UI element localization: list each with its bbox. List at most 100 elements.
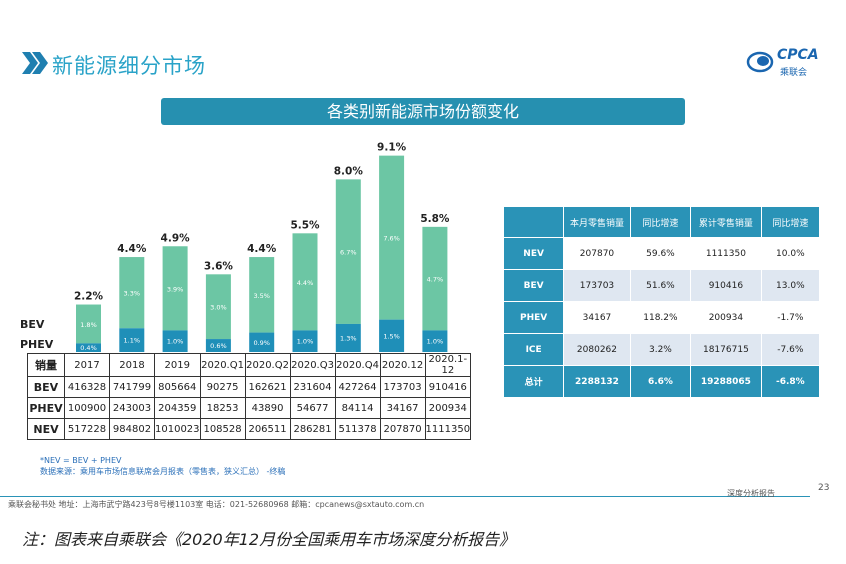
logo-subtext: 乘联会: [780, 68, 808, 78]
summary-header-cell: 本月零售销量: [564, 207, 630, 237]
category-label: 2020.Q2: [244, 353, 291, 377]
table-header-row: 销量 2017 2018 2019 2020.Q1 2020.Q2 2020.Q3 2020.…: [27, 353, 472, 377]
category-label: 2019: [154, 353, 201, 377]
summary-cell: 118.2%: [630, 302, 691, 333]
summary-total-cell: 6.6%: [630, 366, 691, 397]
cpca-logo-icon: [746, 51, 774, 73]
bar-phev-5: [292, 330, 318, 352]
row-label: PHEV: [27, 397, 65, 419]
table-cell: 741799: [109, 376, 155, 398]
table-cell: 54677: [289, 397, 336, 419]
footer-report-label: 深度分析报告: [727, 489, 775, 498]
bar-bev-label-2: 3.9%: [167, 285, 184, 293]
bar-bev-1: [119, 257, 145, 329]
table-cell: 100900: [64, 397, 110, 419]
table-cell: 206511: [244, 418, 291, 440]
table-cell: 805664: [154, 376, 201, 398]
bar-total-label-0: 2.2%: [74, 291, 104, 303]
chart-notes: *NEV = BEV + PHEV 数据来源：乘用车市场信息联席会月报表（零售表…: [40, 455, 285, 477]
bar-bev-2: [162, 246, 188, 331]
legend-phev-label: PHEV: [20, 338, 54, 351]
bar-phev-label-1: 1.1%: [124, 337, 141, 345]
table-cell: 34167: [379, 397, 426, 419]
table-cell: 427264: [334, 376, 381, 398]
table-row: PHEV 100900 243003 204359 18253 43890 54677 841…: [27, 397, 472, 419]
bar-phev-2: [162, 330, 188, 352]
sales-table: 销量 2017 2018 2019 2020.Q1 2020.Q2 2020.Q3 2020.…: [27, 353, 472, 440]
summary-header-cell: 同比增速: [630, 207, 691, 237]
table-cell: 416328: [64, 376, 110, 398]
bar-total-label-6: 8.0%: [334, 165, 364, 177]
summary-cell: 1111350: [691, 238, 761, 269]
table-cell: 243003: [109, 397, 155, 419]
category-label: 2018: [109, 353, 155, 377]
page-title: 新能源细分市场: [52, 54, 206, 78]
summary-total-label: 总计: [504, 366, 564, 397]
table-row: NEV 517228 984802 1010023 108528 206511 286281…: [27, 418, 472, 440]
summary-cell: 13.0%: [761, 270, 819, 301]
note-line-2: 数据来源：乘用车市场信息联席会月报表（零售表，狭义汇总） -终稿: [40, 467, 286, 476]
bar-phev-label-3: 0.6%: [210, 342, 227, 350]
bar-phev-label-5: 1.0%: [297, 338, 314, 346]
summary-row: PHEV 34167 118.2% 200934 -1.7%: [504, 302, 819, 333]
bar-bev-5: [292, 233, 318, 331]
table-cell: 84114: [334, 397, 381, 419]
bar-total-label-4: 4.4%: [247, 243, 277, 255]
footer-divider: [0, 496, 810, 497]
legend-bev-label: BEV: [20, 318, 45, 331]
table-cell: 204359: [154, 397, 201, 419]
bar-total-label-3: 3.6%: [204, 260, 234, 272]
table-cell: 18253: [199, 397, 246, 419]
bar-phev-4: [249, 332, 275, 352]
bar-total-label-8: 5.8%: [420, 213, 450, 225]
bar-phev-label-6: 1.3%: [340, 334, 357, 342]
stacked-bar-chart: 2.2% 1.8% 0.4% 4.4% 3.3% 1.1% 4.9% 3.9% 1.0% 3.6%…: [20, 142, 450, 353]
bar-bev-label-4: 3.5%: [253, 292, 270, 300]
table-cell: 910416: [424, 376, 472, 398]
bars-group: 2.2% 1.8% 0.4% 4.4% 3.3% 1.1% 4.9% 3.9% 1.0% 3.6%…: [74, 142, 450, 353]
category-label: 2020.Q4: [334, 353, 381, 377]
table-cell: 286281: [289, 418, 336, 440]
category-label: 2020.Q3: [289, 353, 336, 377]
bar-bev-label-3: 3.0%: [210, 304, 227, 312]
table-cell: 511378: [334, 418, 381, 440]
row-label: BEV: [27, 376, 65, 398]
table-cell: 1111350: [424, 418, 472, 440]
summary-header-cell: 同比增速: [761, 207, 819, 237]
bar-phev-label-4: 0.9%: [253, 339, 270, 347]
bar-bev-label-0: 1.8%: [80, 321, 97, 329]
bar-phev-1: [119, 328, 145, 352]
summary-row-label: BEV: [504, 270, 564, 301]
table-cell: 207870: [379, 418, 426, 440]
bar-phev-label-2: 1.0%: [167, 338, 184, 346]
summary-cell: -1.7%: [761, 302, 819, 333]
bar-phev-label-8: 1.0%: [427, 338, 444, 346]
summary-table: 本月零售销量 同比增速 累计零售销量 同比增速 NEV 207870 59.6% 111135…: [503, 206, 820, 398]
bar-total-label-1: 4.4%: [117, 243, 147, 255]
logo-text: CPCA: [777, 47, 819, 63]
summary-cell: 200934: [691, 302, 761, 333]
table-header-cell: 销量: [27, 353, 65, 377]
summary-header-cell: 累计零售销量: [691, 207, 761, 237]
summary-row-label: ICE: [504, 334, 564, 365]
chart-banner-title: 各类别新能源市场份额变化: [161, 98, 685, 125]
bar-phev-8: [422, 330, 448, 352]
bar-bev-label-1: 3.3%: [124, 290, 141, 298]
bar-phev-6: [335, 323, 361, 352]
table-cell: 200934: [424, 397, 472, 419]
summary-cell: 2080262: [564, 334, 630, 365]
summary-cell: 34167: [564, 302, 630, 333]
table-cell: 173703: [379, 376, 426, 398]
bar-bev-8: [422, 226, 448, 331]
summary-total-cell: -6.8%: [761, 366, 819, 397]
source-caption: 注：图表来自乘联会《2020年12月份全国乘用车市场深度分析报告》: [22, 530, 516, 549]
category-label: 2020.12: [379, 353, 426, 377]
summary-cell: -7.6%: [761, 334, 819, 365]
category-label: 2020.Q1: [199, 353, 246, 377]
summary-row: BEV 173703 51.6% 910416 13.0%: [504, 270, 819, 301]
table-cell: 231604: [289, 376, 336, 398]
footer-contact: 乘联会秘书处 地址：上海市武宁路423号8号楼1103室 电话：021-5268…: [8, 500, 425, 509]
bar-total-label-7: 9.1%: [377, 142, 407, 154]
bar-bev-label-7: 7.6%: [383, 235, 400, 243]
summary-row: NEV 207870 59.6% 1111350 10.0%: [504, 238, 819, 269]
